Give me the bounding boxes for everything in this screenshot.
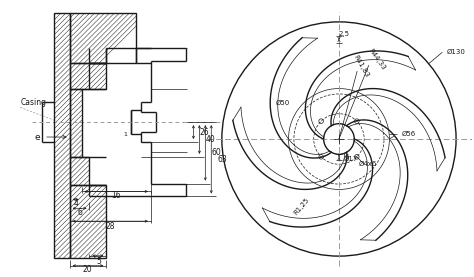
Text: 28: 28 <box>106 222 115 231</box>
Text: Casing: Casing <box>20 98 46 107</box>
Text: 20: 20 <box>82 265 92 274</box>
Text: Ø17: Ø17 <box>343 156 358 162</box>
Text: 40: 40 <box>205 135 215 144</box>
Text: Ø4x6: Ø4x6 <box>358 161 377 167</box>
Text: Ø50: Ø50 <box>276 99 291 106</box>
Text: 4: 4 <box>73 199 78 208</box>
Text: 63: 63 <box>217 155 227 164</box>
Text: 5: 5 <box>96 257 101 266</box>
Text: Ø130: Ø130 <box>447 49 465 55</box>
Text: R41,83: R41,83 <box>352 55 370 79</box>
Text: R44,33: R44,33 <box>367 48 386 72</box>
Text: 6: 6 <box>77 208 82 217</box>
Text: e: e <box>34 132 40 142</box>
Text: 26: 26 <box>200 128 209 137</box>
Text: 60: 60 <box>211 148 221 157</box>
Text: 16: 16 <box>111 191 121 200</box>
Text: Ø56: Ø56 <box>401 131 416 137</box>
Text: 6: 6 <box>345 154 349 160</box>
Text: 1: 1 <box>123 132 127 137</box>
Text: 2,5: 2,5 <box>338 30 349 37</box>
Text: R1,25: R1,25 <box>292 197 310 216</box>
